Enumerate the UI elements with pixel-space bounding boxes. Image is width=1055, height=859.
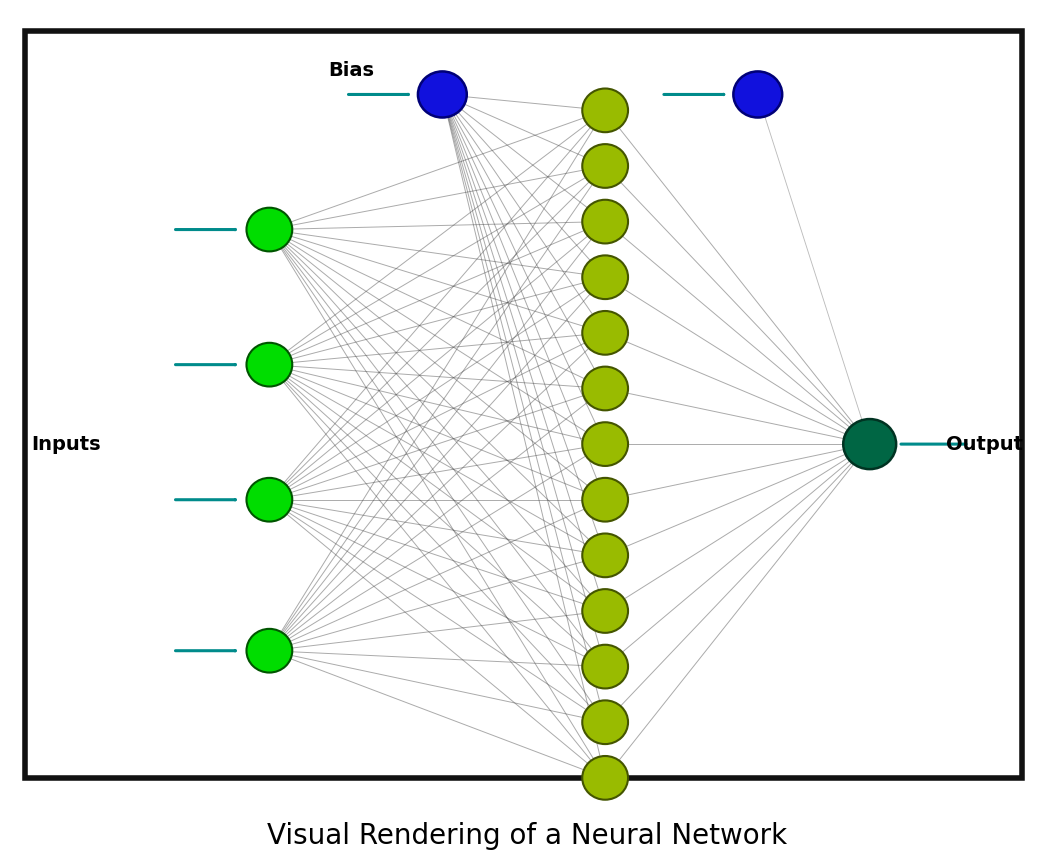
Ellipse shape bbox=[843, 419, 896, 469]
Ellipse shape bbox=[582, 700, 628, 744]
Ellipse shape bbox=[582, 423, 628, 466]
Ellipse shape bbox=[582, 311, 628, 355]
Ellipse shape bbox=[582, 144, 628, 188]
Ellipse shape bbox=[733, 71, 782, 118]
Ellipse shape bbox=[247, 343, 292, 387]
Text: Visual Rendering of a Neural Network: Visual Rendering of a Neural Network bbox=[267, 822, 788, 850]
Text: Bias: Bias bbox=[328, 61, 373, 80]
Text: Inputs: Inputs bbox=[31, 435, 100, 454]
Ellipse shape bbox=[582, 367, 628, 411]
FancyBboxPatch shape bbox=[25, 31, 1022, 778]
Ellipse shape bbox=[582, 200, 628, 243]
Ellipse shape bbox=[418, 71, 466, 118]
Ellipse shape bbox=[582, 255, 628, 299]
Ellipse shape bbox=[247, 478, 292, 521]
Ellipse shape bbox=[582, 589, 628, 633]
Ellipse shape bbox=[247, 208, 292, 252]
Ellipse shape bbox=[247, 629, 292, 673]
Ellipse shape bbox=[582, 478, 628, 521]
Ellipse shape bbox=[582, 533, 628, 577]
Text: Output: Output bbox=[946, 435, 1023, 454]
Ellipse shape bbox=[582, 645, 628, 688]
Ellipse shape bbox=[582, 756, 628, 800]
Ellipse shape bbox=[582, 88, 628, 132]
